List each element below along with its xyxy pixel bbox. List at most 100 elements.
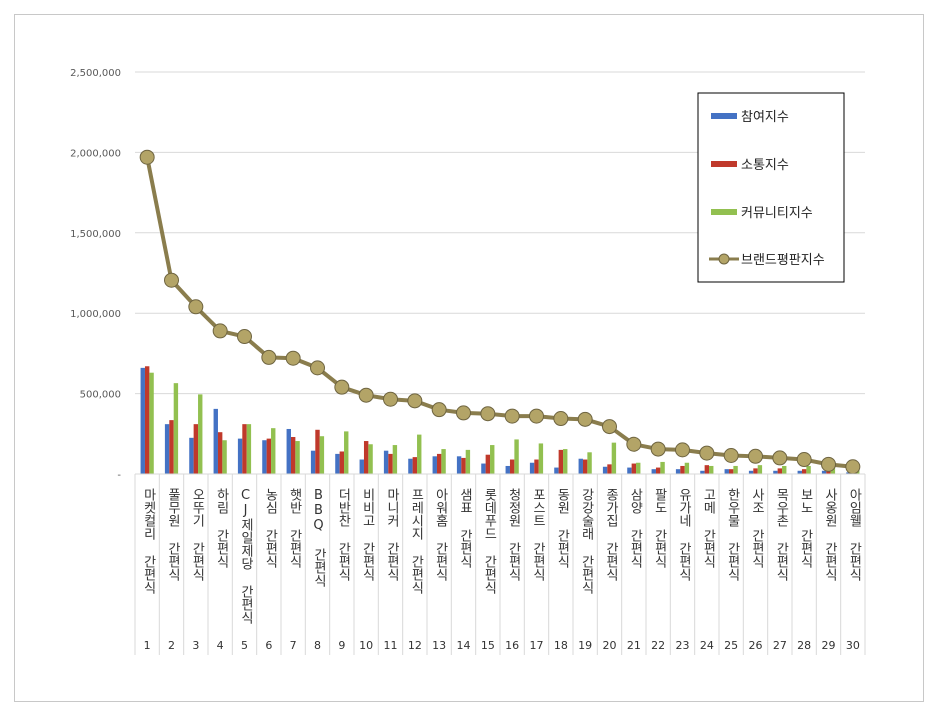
category-label: 아워홈 간편식 [433,488,448,581]
y-tick-label: 500,000 [80,390,121,401]
rank-label: 16 [505,639,519,652]
bar-소통지수 [339,451,345,474]
bar-소통지수 [485,454,491,474]
bar-소통지수 [412,457,418,474]
bar-소통지수 [704,465,710,474]
bar-커뮤니티지수 [733,465,738,474]
point-브랜드평판지수 [310,360,325,376]
y-tick-label: - [117,470,121,481]
rank-label: 24 [700,639,714,652]
rank-label: 3 [192,639,199,652]
y-tick-label: 1,000,000 [70,309,121,320]
bar-참여지수 [481,463,486,474]
bar-커뮤니티지수 [173,383,179,474]
bar-소통지수 [655,467,661,474]
bar-소통지수 [680,465,685,474]
category-label: 포스트 간편식 [530,488,545,581]
bar-소통지수 [290,437,296,474]
bar-참여지수 [578,458,583,474]
bar-커뮤니티지수 [295,441,300,474]
bar-소통지수 [582,459,588,474]
category-label: 목우촌 간편식 [773,488,788,581]
category-label: 동원 간편식 [554,488,569,568]
category-label: 더반찬 간편식 [335,488,350,581]
category-label: 사조 간편식 [749,488,764,568]
point-브랜드평판지수 [188,299,204,315]
bar-커뮤니티지수 [611,442,617,474]
bar-참여지수 [700,470,705,474]
rank-label: 7 [290,639,297,652]
bar-참여지수 [724,469,729,474]
bar-소통지수 [217,432,223,474]
bar-참여지수 [383,450,389,474]
bar-소통지수 [461,457,466,474]
bar-커뮤니티지수 [441,449,446,474]
bar-커뮤니티지수 [563,449,568,474]
bar-커뮤니티지수 [709,465,714,474]
point-브랜드평판지수 [748,448,763,464]
bar-참여지수 [554,467,559,474]
category-label: 유가네 간편식 [676,488,691,581]
bar-참여지수 [797,470,802,474]
bar-참여지수 [748,470,754,474]
rank-label: 30 [846,639,860,652]
point-브랜드평판지수 [699,445,715,461]
category-label: 롯데푸드 간편식 [481,488,496,594]
rank-label: 28 [797,639,811,652]
category-label: CJ제일제당 간편식 [238,488,253,624]
category-label: 강강술래 간편식 [579,488,594,594]
legend-label: 브랜드평판지수 [741,253,825,268]
y-axis-tick-labels: - 500,000 1,000,000 1,500,000 2,000,000 2,500… [70,68,121,481]
bar-커뮤니티지수 [806,465,811,474]
bar-참여지수 [408,458,413,474]
category-label: 한우물 간편식 [725,488,740,581]
rank-label: 23 [676,639,690,652]
bar-참여지수 [164,424,170,474]
category-label: 샘표 간편식 [457,488,472,568]
bar-참여지수 [529,462,535,474]
bar-소통지수 [193,424,199,474]
legend-swatch [711,161,737,167]
rank-label: 8 [314,639,321,652]
bar-소통지수 [534,459,539,474]
legend-swatch [711,113,737,119]
rank-label: 6 [265,639,272,652]
bar-커뮤니티지수 [246,424,252,474]
bar-참여지수 [262,440,267,474]
rank-label: 27 [773,639,787,652]
rank-label: 9 [338,639,345,652]
point-브랜드평판지수 [334,379,350,395]
legend-label: 커뮤니티지수 [741,206,813,221]
rank-label: 13 [432,639,446,652]
point-브랜드평판지수 [431,402,447,418]
bar-소통지수 [266,438,272,474]
point-브랜드평판지수 [796,452,812,468]
point-브랜드평판지수 [237,329,252,345]
rank-label: 12 [408,639,422,652]
bar-참여지수 [335,453,340,474]
point-브랜드평판지수 [358,387,374,403]
point-브랜드평판지수 [602,419,617,435]
rank-label: 17 [530,639,544,652]
line-series [139,149,861,475]
point-브랜드평판지수 [212,323,228,339]
category-label: 아임웰 간편식 [846,488,861,581]
bar-소통지수 [315,429,320,474]
rank-label: 29 [822,639,836,652]
category-label: 비비고 간편식 [360,488,375,581]
category-label: 팔도 간편식 [652,488,667,568]
bar-소통지수 [388,453,393,474]
point-브랜드평판지수 [504,408,520,424]
bar-커뮤니티지수 [782,465,787,474]
bar-참여지수 [286,428,291,474]
bar-참여지수 [602,466,608,474]
point-브랜드평판지수 [139,149,155,165]
bar-커뮤니티지수 [684,462,690,474]
category-label: 종가집 간편식 [603,488,618,581]
point-브랜드평판지수 [845,459,861,475]
rank-label: 11 [384,639,398,652]
bar-소통지수 [558,449,564,474]
bar-커뮤니티지수 [368,444,373,474]
bar-커뮤니티지수 [198,394,203,474]
